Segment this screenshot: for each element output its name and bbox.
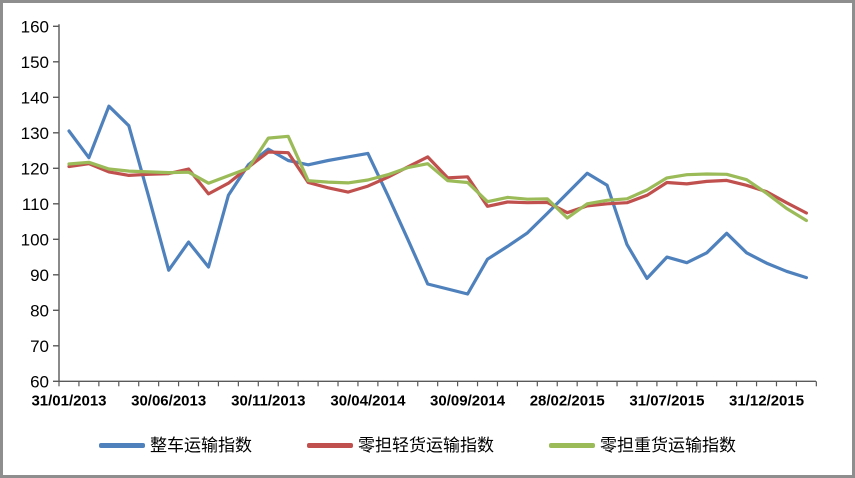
svg-text:140: 140 [21,88,49,107]
svg-text:160: 160 [21,17,49,36]
blue-line-swatch [99,443,145,448]
chart-legend: 整车运输指数 零担轻货运输指数 零担重货运输指数 [3,437,852,454]
svg-text:120: 120 [21,159,49,178]
green-line-swatch [549,443,595,448]
svg-text:30/09/2014: 30/09/2014 [430,392,506,409]
svg-text:30/04/2014: 30/04/2014 [330,392,406,409]
svg-text:150: 150 [21,53,49,72]
red-line-swatch [307,443,353,448]
legend-item-ltl-heavy: 零担重货运输指数 [549,437,736,454]
svg-text:31/01/2013: 31/01/2013 [31,392,106,409]
svg-text:30/06/2013: 30/06/2013 [131,392,206,409]
svg-text:31/07/2015: 31/07/2015 [629,392,704,409]
svg-text:31/12/2015: 31/12/2015 [729,392,804,409]
svg-text:100: 100 [21,230,49,249]
svg-text:30/11/2013: 30/11/2013 [231,392,305,409]
svg-text:70: 70 [30,337,49,356]
svg-text:80: 80 [30,301,49,320]
legend-label: 整车运输指数 [150,436,252,455]
svg-text:60: 60 [30,372,49,391]
legend-label: 零担重货运输指数 [600,436,736,455]
legend-item-ltl-light: 零担轻货运输指数 [307,437,494,454]
line-chart: 60 70 80 90 100 110 120 130 140 150 160 31/01/2013 3… [21,17,817,409]
legend-label: 零担轻货运输指数 [358,436,494,455]
svg-text:90: 90 [30,266,49,285]
svg-text:28/02/2015: 28/02/2015 [530,392,605,409]
svg-text:110: 110 [22,195,49,214]
svg-text:130: 130 [21,124,49,143]
legend-item-full-truck: 整车运输指数 [99,437,252,454]
